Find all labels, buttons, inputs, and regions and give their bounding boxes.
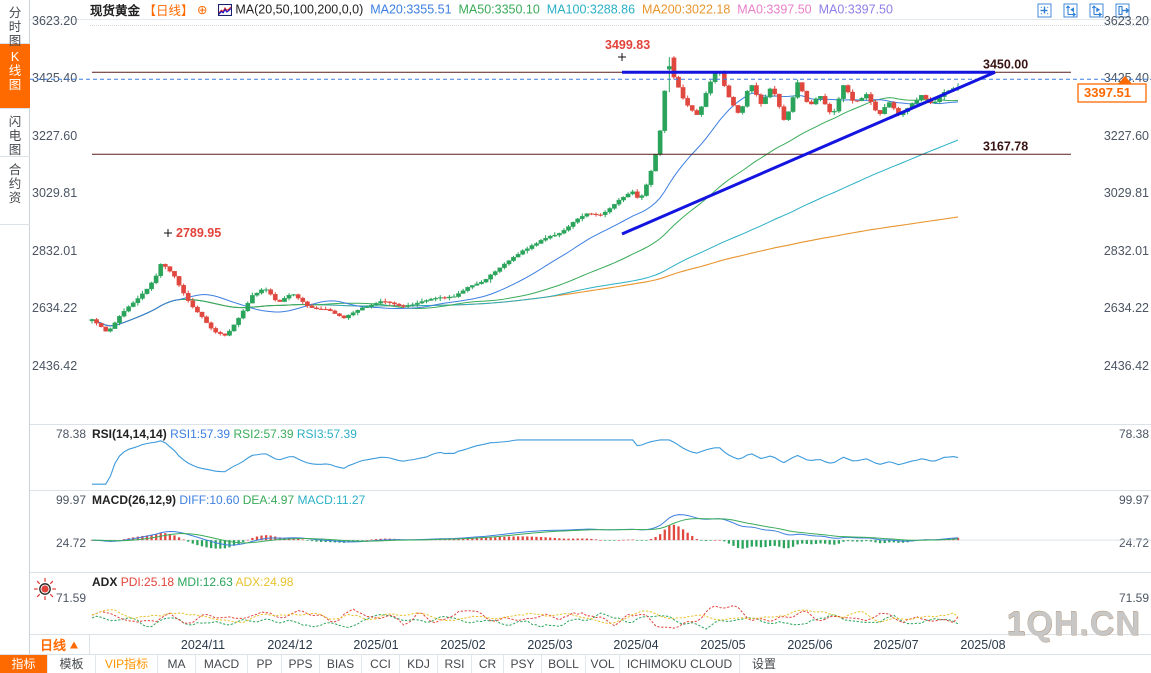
svg-text:3499.83: 3499.83 [605,38,650,52]
svg-text:3450.00: 3450.00 [983,58,1028,72]
svg-text:2789.95: 2789.95 [176,226,221,240]
svg-text:3397.51: 3397.51 [1084,85,1131,100]
svg-text:3167.78: 3167.78 [983,140,1028,154]
